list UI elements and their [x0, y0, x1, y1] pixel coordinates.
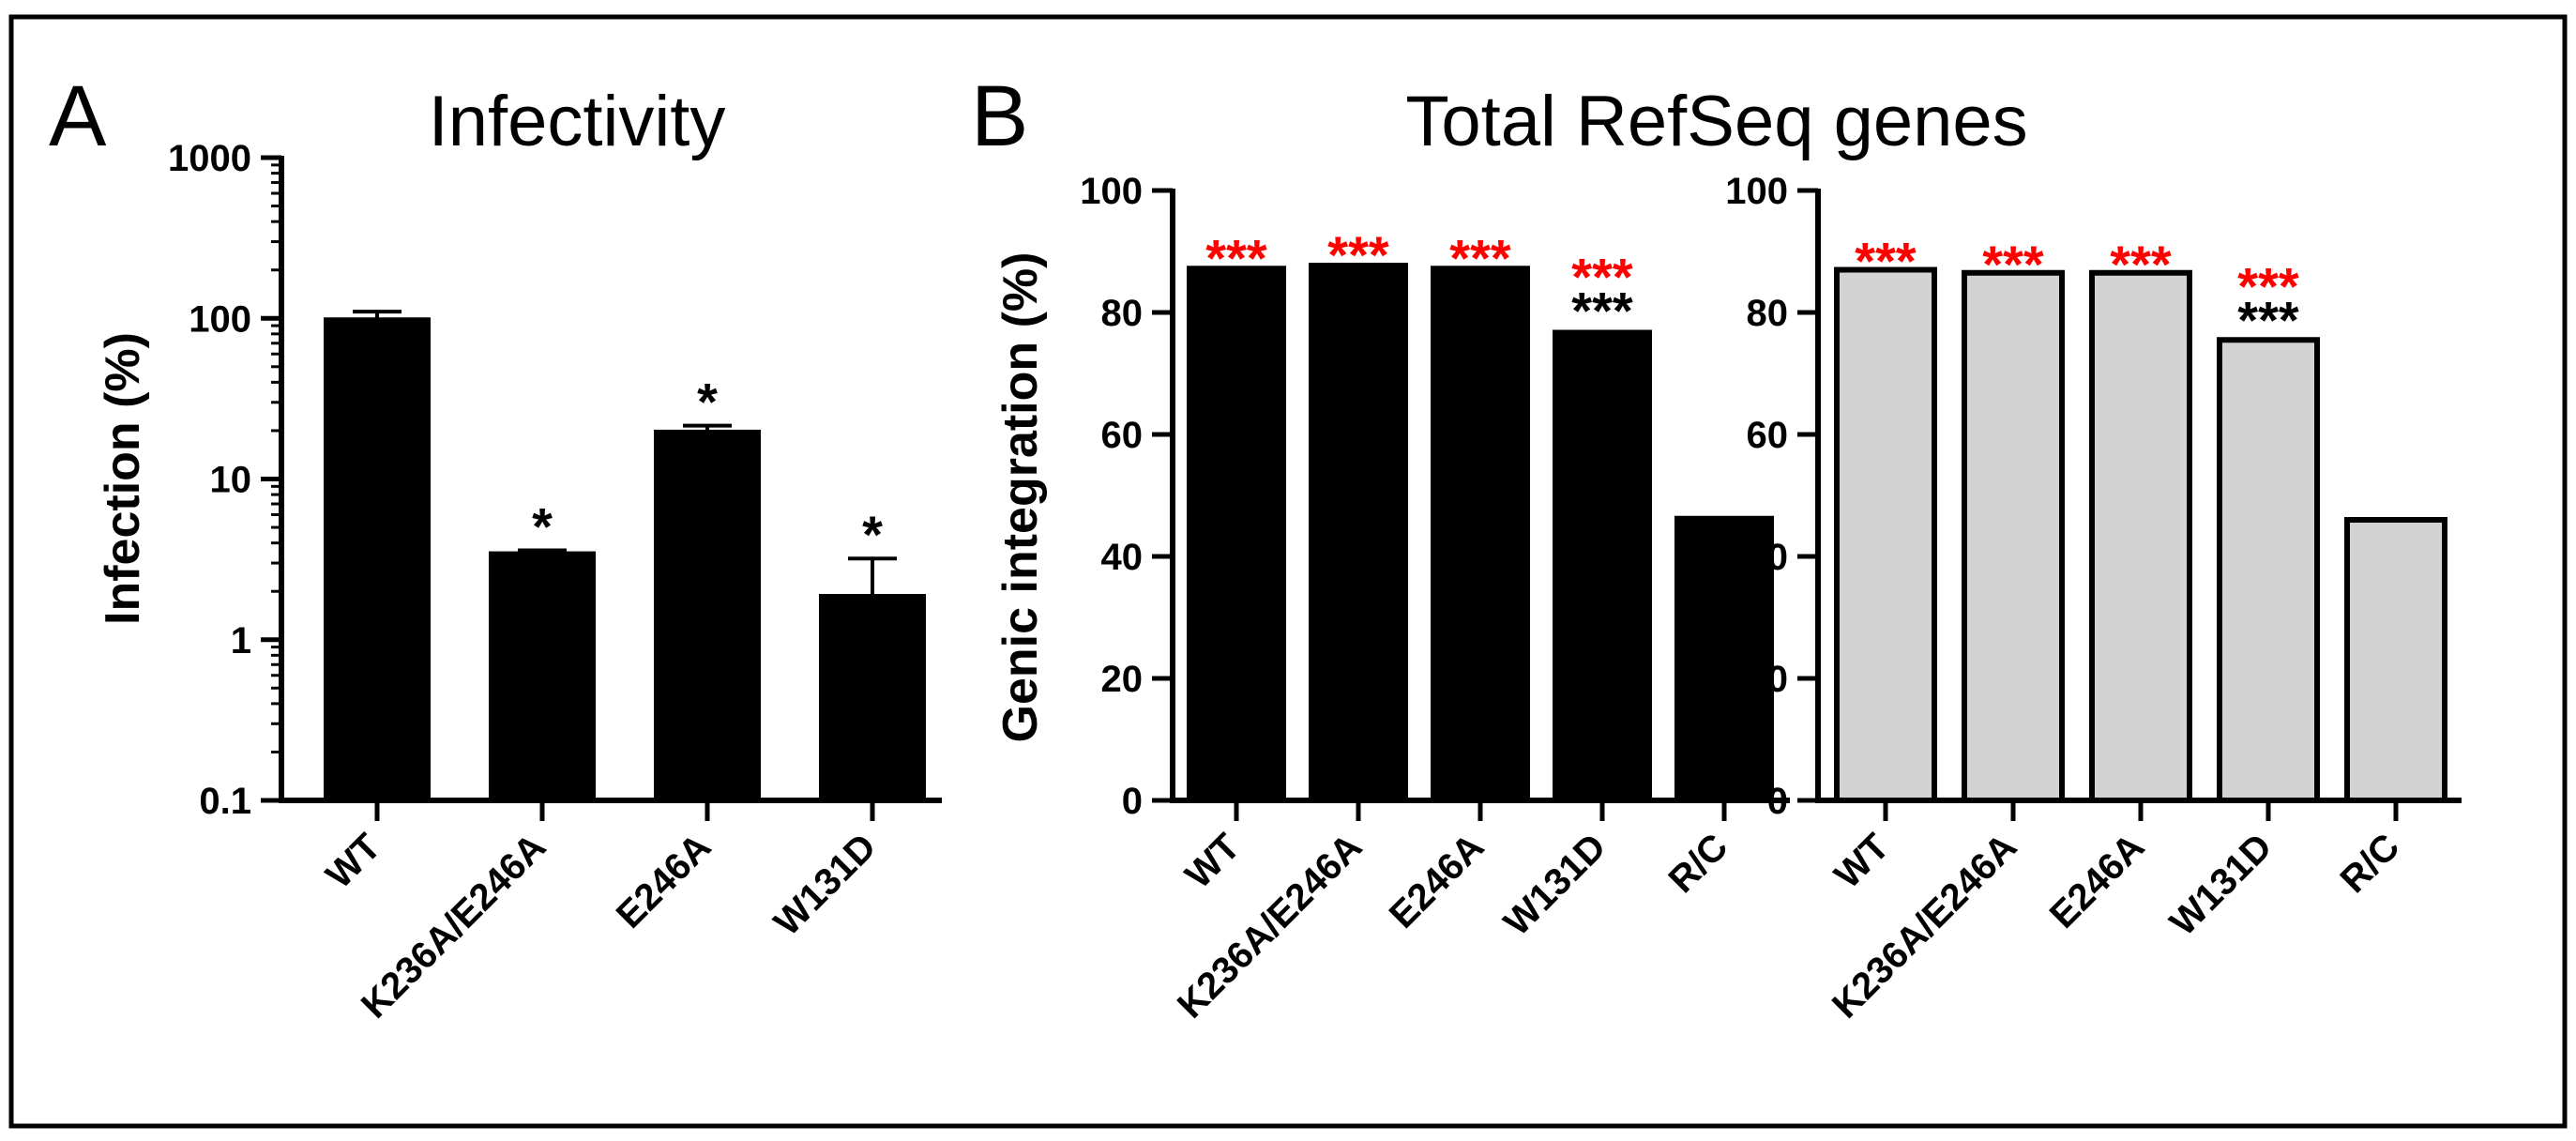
y-tick-label: 80: [1747, 293, 1789, 334]
significance-marker-red: ***: [1855, 232, 1917, 291]
significance-marker-black: ***: [2237, 290, 2299, 349]
y-tick-label: 80: [1101, 293, 1144, 334]
y-tick-label: 100: [1080, 171, 1143, 212]
significance-marker-red: ***: [1327, 225, 1389, 284]
y-tick-label: 40: [1101, 537, 1144, 578]
significance-marker-red: ***: [2237, 256, 2299, 315]
bar: [2217, 337, 2320, 803]
bar: [489, 551, 596, 802]
chart-b: 020406080100***WT***K236A/E246A***E246A*…: [1080, 171, 1790, 1027]
y-tick-label: 10: [210, 460, 252, 501]
significance-marker: *: [697, 373, 718, 432]
y-tick-label: 1: [231, 620, 251, 662]
bar: [1834, 266, 1937, 803]
y-axis-label-genic: Genic integration (%): [993, 252, 1048, 743]
significance-marker: *: [532, 496, 553, 555]
y-axis-label-infection: Infection (%): [96, 332, 150, 625]
bar: [2344, 517, 2447, 803]
y-tick-label: 20: [1101, 659, 1144, 700]
y-tick-label: 1000: [168, 138, 251, 179]
significance-marker-red: ***: [1982, 235, 2044, 294]
y-tick-label: 0.1: [199, 781, 251, 822]
chart-c: 020406080100***WT***K236A/E246A***E246A*…: [1725, 171, 2462, 1027]
y-tick-label: 40: [1747, 537, 1789, 578]
chart-title-refseq: Total RefSeq genes: [1405, 82, 2027, 161]
panel-letter-a: A: [49, 68, 107, 164]
bar: [2089, 269, 2192, 803]
significance-marker-black: ***: [1571, 281, 1633, 341]
y-tick-label: 0: [1122, 781, 1143, 822]
bar: [1187, 266, 1286, 801]
bar: [1674, 515, 1774, 801]
y-tick-label: 100: [189, 298, 251, 340]
panel-letter-b: B: [971, 68, 1028, 164]
significance-marker-red: ***: [1449, 228, 1511, 287]
y-tick-label: 60: [1101, 415, 1144, 456]
y-tick-label: 0: [1767, 781, 1788, 822]
bar: [1962, 269, 2065, 803]
y-tick-label: 60: [1747, 415, 1789, 456]
significance-marker-red: ***: [1571, 248, 1633, 307]
bar: [324, 317, 431, 801]
bar: [654, 429, 761, 801]
bar: [1431, 266, 1530, 801]
chart-title-infectivity: Infectivity: [429, 82, 726, 161]
y-tick-label: 100: [1725, 171, 1788, 212]
significance-marker-red: ***: [1205, 228, 1267, 287]
significance-marker: *: [862, 505, 883, 564]
bar: [1553, 329, 1652, 801]
bar: [1309, 263, 1408, 801]
y-tick-label: 20: [1747, 659, 1789, 700]
significance-marker-red: ***: [2110, 235, 2172, 294]
